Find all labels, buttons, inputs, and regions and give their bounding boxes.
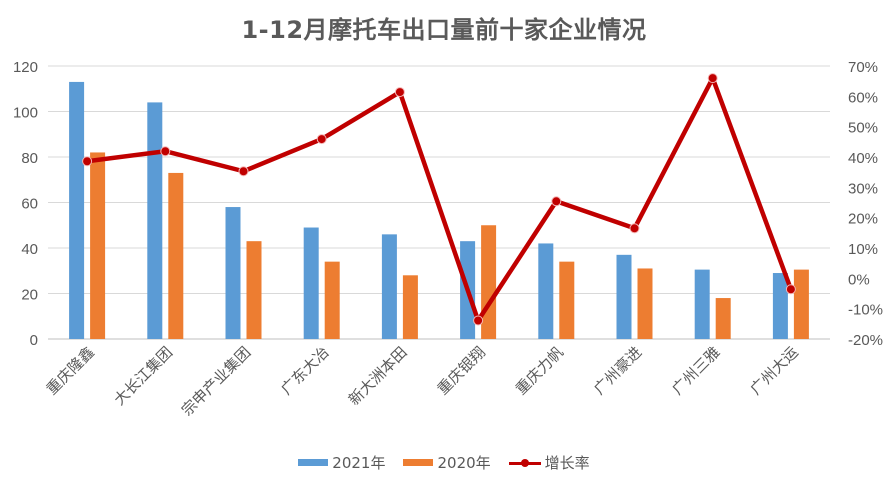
legend-swatch-orange <box>403 459 434 466</box>
y2-axis-tick-label: 40% <box>848 150 878 167</box>
bar-2020 <box>637 268 653 339</box>
growth-rate-marker <box>707 73 718 84</box>
bar-2020 <box>402 275 418 339</box>
legend-label-growth: 增长率 <box>544 454 590 472</box>
y2-axis-tick-label: 70% <box>848 59 878 76</box>
y-axis-tick-label: 0 <box>30 332 38 349</box>
growth-rate-marker <box>394 87 405 98</box>
y2-axis-tick-label: -20% <box>848 332 883 349</box>
bar-2021 <box>538 243 554 339</box>
legend-item-2020: 2020年 <box>403 452 491 473</box>
y-axis-tick-label: 80 <box>21 150 38 167</box>
x-axis-category-label: 重庆隆鑫 <box>43 343 98 398</box>
growth-rate-marker <box>316 134 327 145</box>
bar-2020 <box>324 261 340 339</box>
bar-2021 <box>147 102 163 340</box>
bar-2021 <box>772 273 788 339</box>
legend-label-2020: 2020年 <box>437 454 491 472</box>
y2-axis-tick-label: 60% <box>848 89 878 106</box>
category-group <box>772 269 809 339</box>
chart-legend: 2021年 2020年 增长率 <box>0 452 888 473</box>
bar-2021 <box>69 81 85 340</box>
bar-2021 <box>303 227 319 339</box>
growth-rate-marker <box>785 284 796 295</box>
category-group <box>694 269 731 339</box>
growth-rate-marker <box>238 166 249 177</box>
x-axis-category-label: 宗申产业集团 <box>178 343 254 419</box>
legend-line-marker-icon <box>508 457 541 469</box>
legend-label-2021: 2021年 <box>332 454 386 472</box>
bar-2021 <box>694 269 710 339</box>
growth-rate-marker <box>629 223 640 234</box>
x-axis-category-label: 广州豪进 <box>590 343 645 398</box>
category-group <box>538 243 575 339</box>
bar-2020 <box>168 172 184 339</box>
y2-axis-tick-label: 30% <box>848 180 878 197</box>
bar-2020 <box>481 225 497 339</box>
legend-item-2021: 2021年 <box>298 452 385 473</box>
growth-rate-line <box>86 75 794 323</box>
x-axis-category-label: 新大洲本田 <box>345 343 411 409</box>
y-axis-tick-label: 100 <box>13 105 38 122</box>
x-axis-category-label: 大长江集团 <box>110 343 176 409</box>
bar-2021 <box>616 254 632 339</box>
category-group <box>225 207 262 339</box>
legend-item-growth: 增长率 <box>508 452 590 473</box>
growth-rate-marker <box>160 146 171 157</box>
y2-axis-tick-label: 0% <box>848 271 870 288</box>
y-axis-tick-label: 60 <box>21 196 38 213</box>
x-axis-category-label: 广州大运 <box>747 343 802 398</box>
category-group <box>381 234 418 339</box>
x-axis-category-label: 重庆力帆 <box>512 343 567 398</box>
bar-2020 <box>715 298 731 339</box>
growth-rate-marker <box>473 315 484 326</box>
y2-axis-tick-label: -10% <box>848 302 883 319</box>
x-axis-category-label: 重庆银翔 <box>434 343 489 398</box>
bar-2020 <box>559 261 575 339</box>
y2-axis-tick-label: 10% <box>848 241 878 258</box>
growth-rate-marker <box>82 156 93 167</box>
y-axis-tick-label: 20 <box>21 287 38 304</box>
category-group <box>616 254 653 339</box>
bar-2020 <box>90 152 106 339</box>
x-axis-category-label: 广州三雅 <box>668 343 723 398</box>
bar-2021 <box>381 234 397 339</box>
x-axis-category-label: 广东大冶 <box>277 343 332 398</box>
legend-swatch-blue <box>298 459 329 466</box>
y2-axis-tick-label: 20% <box>848 211 878 228</box>
category-group <box>69 81 106 340</box>
chart-title: 1-12月摩托车出口量前十家企业情况 <box>241 16 647 44</box>
category-group <box>147 102 184 340</box>
category-group <box>303 227 340 339</box>
growth-rate-marker <box>551 196 562 207</box>
y-axis-tick-label: 120 <box>13 59 38 76</box>
y2-axis-tick-label: 50% <box>848 120 878 137</box>
bar-2021 <box>225 207 241 339</box>
bar-2020 <box>793 269 809 339</box>
bar-2020 <box>246 241 262 339</box>
y-axis-tick-label: 40 <box>21 241 38 258</box>
